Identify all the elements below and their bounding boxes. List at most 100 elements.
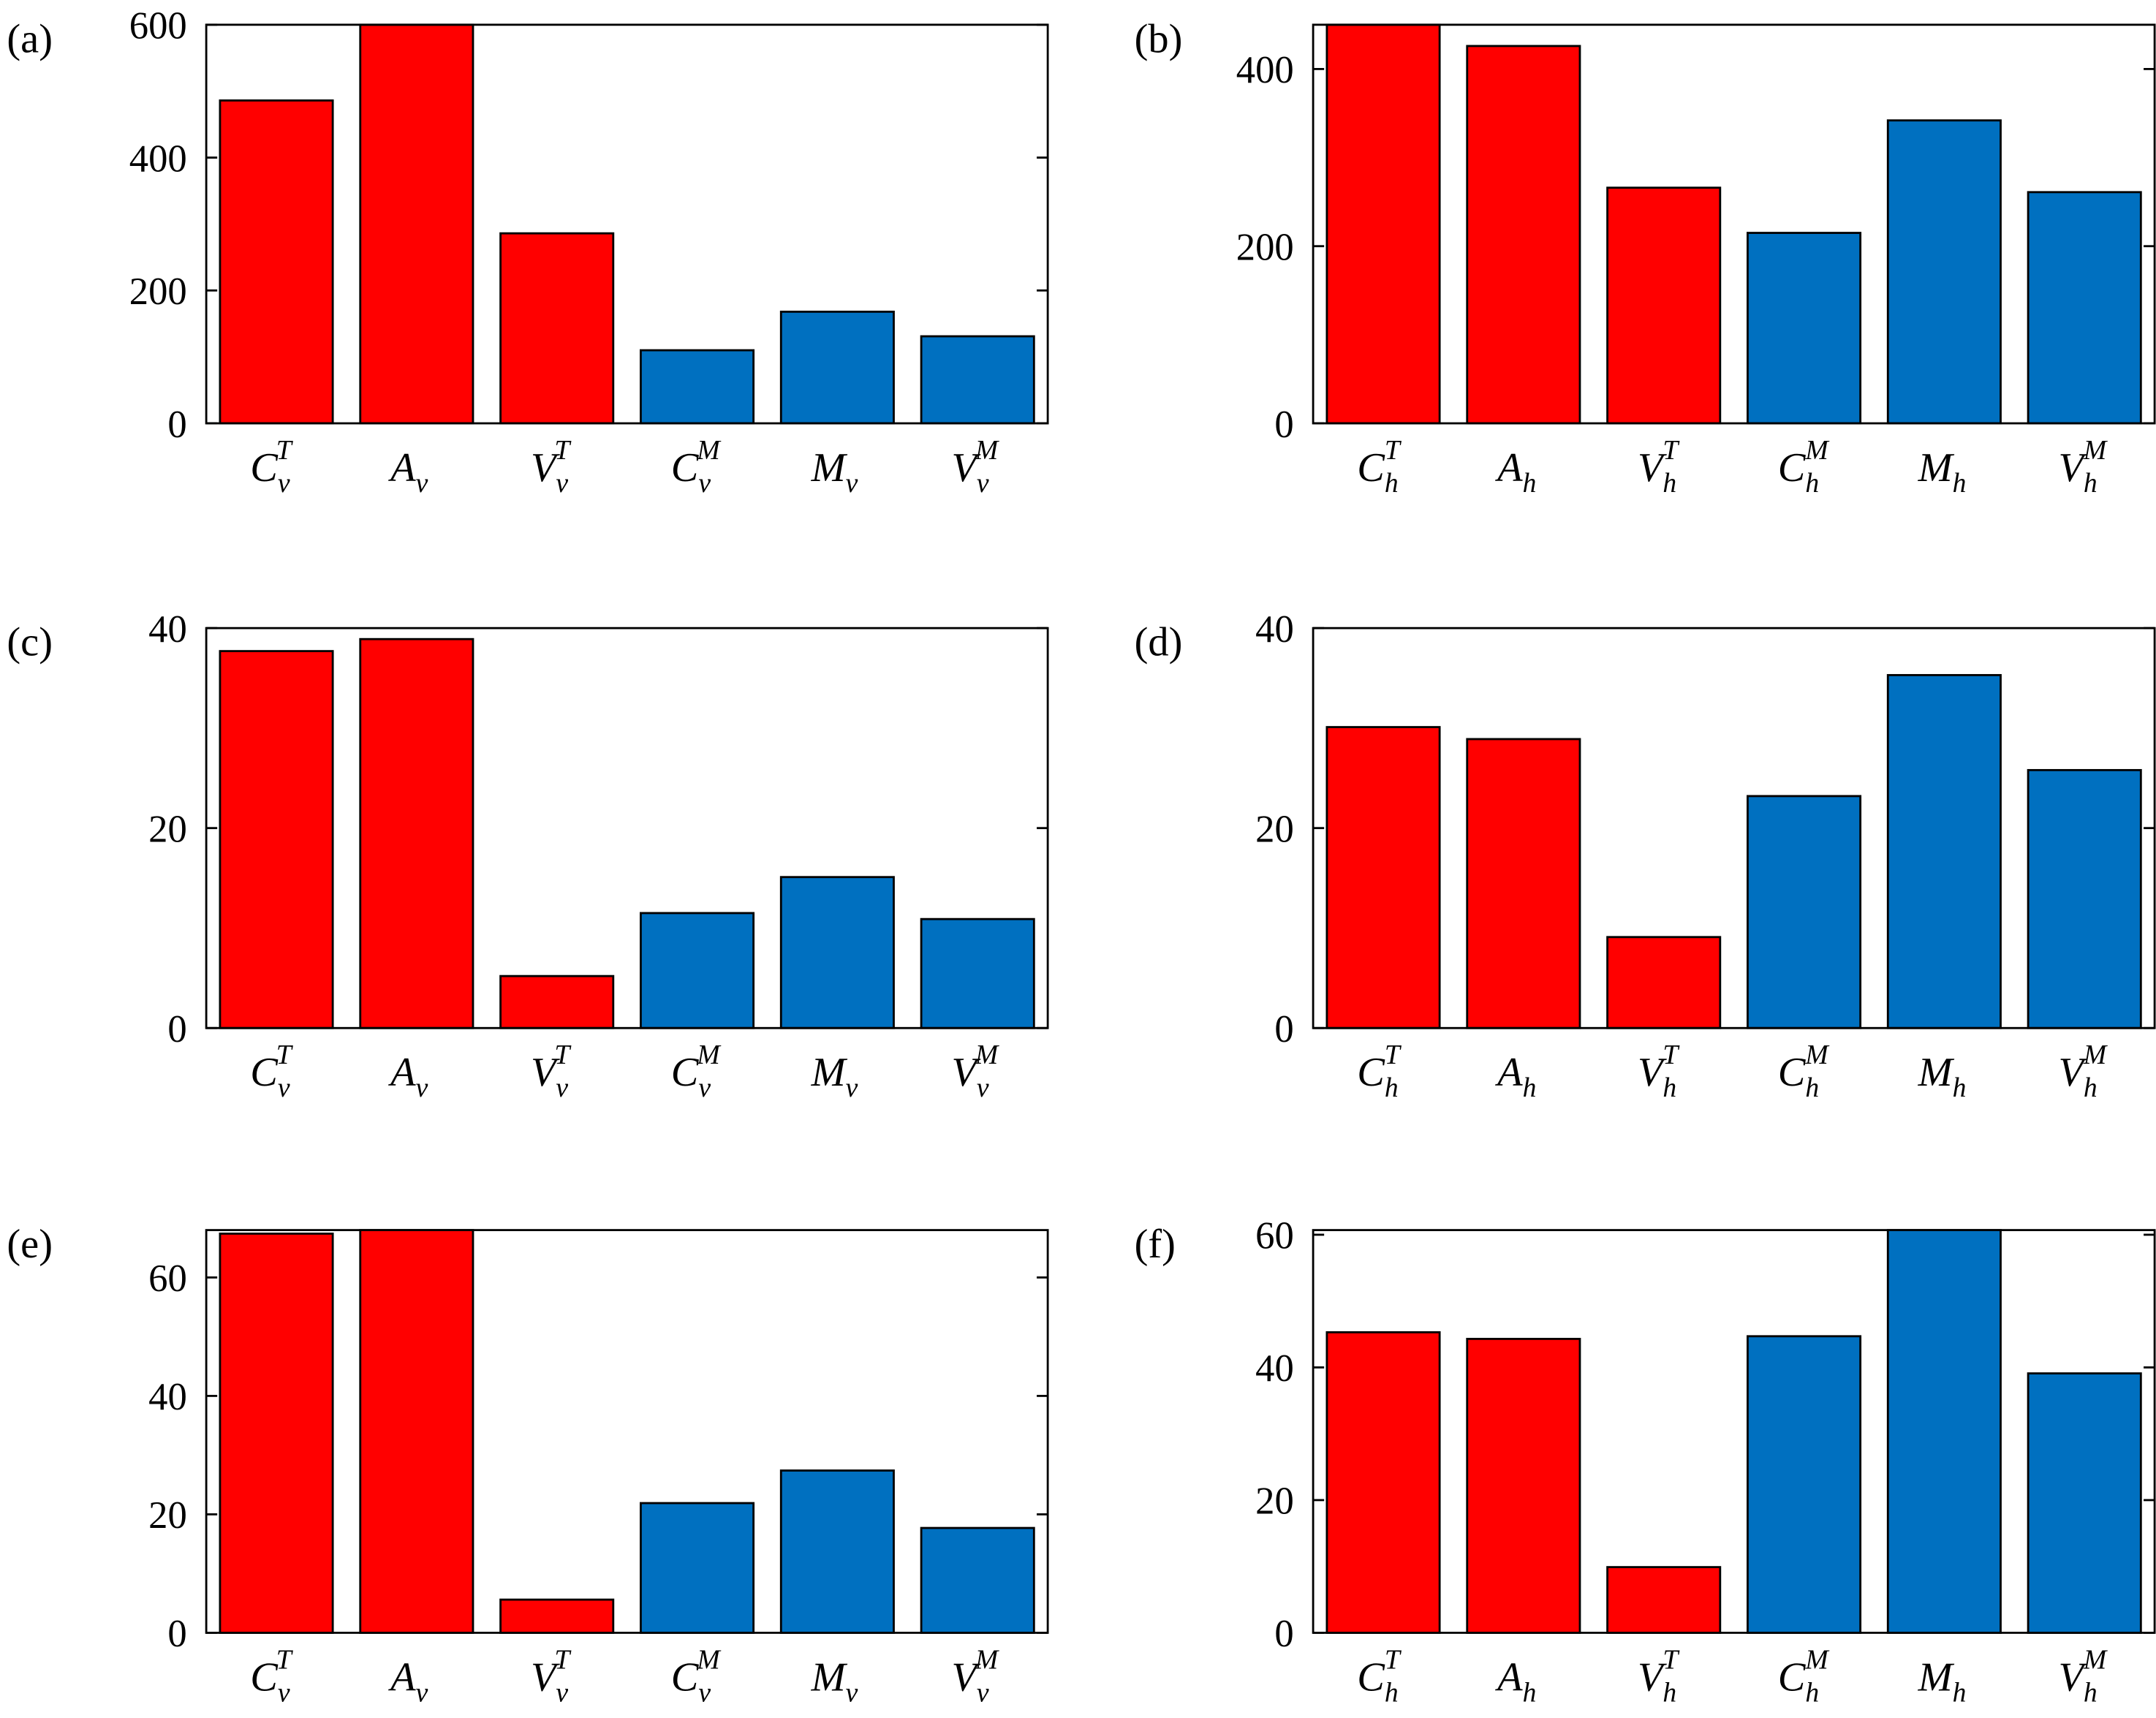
bar [499,1598,615,1634]
y-tick-label: 200 [1236,227,1294,269]
y-tick-label: 40 [1255,1347,1294,1390]
y-tick-label: 20 [1255,809,1294,851]
bar [1886,674,2002,1029]
x-tick-label: CvM [671,435,722,499]
x-tick-label: VhM [2058,435,2108,499]
panel-label: (d) [1135,620,1183,665]
x-tick-label: VvM [951,435,999,499]
bar [779,876,895,1029]
panel-f: (f) ChT Ah VhT ChM Mh VhM 0 20 40 60 [1135,1215,2156,1708]
x-tick-label: Mv [811,445,858,499]
x-tick-label: VvT [531,1040,572,1103]
x-tick-label: CvM [671,1040,722,1103]
x-tick-label: ChM [1778,435,1831,499]
panel-label: (a) [7,16,53,61]
y-tick-label: 400 [129,137,187,180]
plot-frame [1312,23,2156,425]
x-tick-label: VhT [1638,1040,1680,1103]
plot-frame [205,23,1049,425]
bar [1747,1335,1862,1634]
x-tick-label: ChM [1778,1644,1831,1708]
y-tick-label: 200 [129,270,187,313]
bar [920,335,1035,425]
bar [779,1469,895,1634]
bar [1606,186,1722,425]
panel-d: (d) ChT Ah VhT ChM Mh VhM 0 20 40 [1135,608,2156,1103]
bar [920,1526,1035,1634]
bar [1466,1338,1581,1634]
y-tick-label: 40 [1255,608,1294,651]
bar [219,1233,334,1634]
x-tick-label: Mv [811,1654,858,1708]
x-tick-label: Av [387,445,428,499]
bar [640,1502,755,1634]
panel-c: (c) CvT Av VvT CvM Mv VvM 0 20 40 [7,608,1049,1103]
bar [2027,1372,2142,1634]
x-tick-label: Av [387,1654,428,1708]
plot-frame [205,1229,1049,1634]
bar [1325,726,1441,1029]
x-tick-label: Mv [811,1050,858,1103]
x-tick-label: VhM [2058,1040,2108,1103]
x-tick-label: CvT [250,1040,294,1103]
bar [1466,738,1581,1029]
x-tick-label: VvT [531,1644,572,1708]
x-tick-label: ChT [1357,1040,1402,1103]
bar [640,912,755,1029]
x-tick-label: VhM [2058,1644,2108,1708]
panel-b: (b) ChT Ah VhT ChM Mh VhM 0 200 400 [1135,16,2156,499]
x-tick-label: Av [387,1050,428,1103]
plot-frame [1312,1229,2156,1634]
x-tick-label: Mh [1918,1050,1967,1103]
x-tick-label: Mh [1918,1654,1967,1708]
panel-label: (e) [7,1222,53,1267]
panel-label: (f) [1135,1222,1176,1267]
bar [1747,232,1862,425]
bar [219,650,334,1029]
panel-a: (a) CvT Av VvT CvM Mv VvM 0 200 400 600 [7,5,1049,499]
panel-e: (e) CvT Av VvT CvM Mv VvM 0 20 40 60 [7,1222,1049,1708]
x-tick-label: ChT [1357,1644,1402,1708]
bar [219,99,334,425]
y-tick-label: 20 [1255,1480,1294,1523]
panel-label: (b) [1135,16,1183,61]
x-tick-label: ChM [1778,1040,1831,1103]
y-tick-label: 40 [148,608,187,651]
bar [1747,795,1862,1029]
x-tick-label: ChT [1357,435,1402,499]
bar [359,23,474,425]
bar [1606,1566,1722,1634]
y-tick-label: 0 [167,1008,186,1051]
x-tick-label: CvT [250,435,294,499]
bar [1466,45,1581,425]
y-tick-label: 0 [1274,404,1293,446]
y-tick-label: 40 [148,1376,187,1418]
y-tick-label: 20 [148,1494,187,1537]
bar [2027,768,2142,1029]
x-tick-label: Mh [1918,445,1967,499]
bar [359,1229,474,1634]
y-tick-label: 0 [167,1613,186,1655]
bar [1886,119,2002,425]
bar [1886,1229,2002,1634]
y-tick-label: 0 [1274,1613,1293,1655]
x-tick-label: Ah [1494,1050,1536,1103]
panel-label: (c) [7,620,53,665]
x-tick-label: Ah [1494,445,1536,499]
y-tick-label: 60 [148,1257,187,1300]
bar [1606,936,1722,1029]
bar [499,232,615,425]
x-tick-label: VhT [1638,435,1680,499]
x-tick-label: VhT [1638,1644,1680,1708]
x-tick-label: VvT [531,435,572,499]
y-tick-label: 20 [148,809,187,851]
y-tick-label: 0 [167,404,186,446]
x-tick-label: CvT [250,1644,294,1708]
y-tick-label: 400 [1236,49,1294,91]
y-tick-label: 600 [129,5,187,48]
x-tick-label: VvM [951,1644,999,1708]
y-tick-label: 60 [1255,1215,1294,1257]
bar [920,917,1035,1029]
bar [2027,191,2142,425]
